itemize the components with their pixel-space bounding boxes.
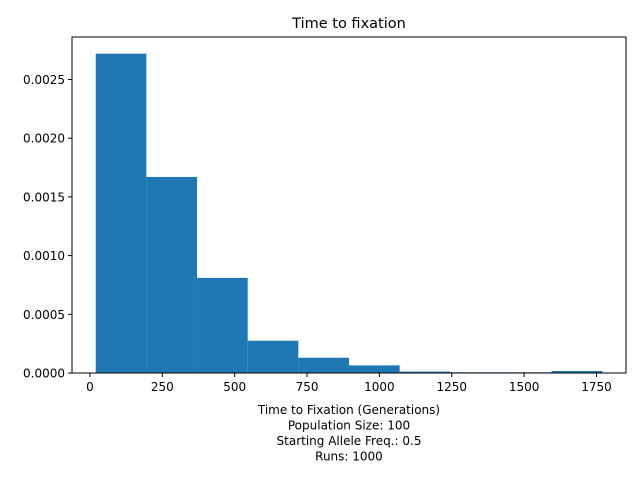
bars-group: [95, 53, 603, 373]
x-axis-label: Time to Fixation (Generations) Population…: [257, 403, 440, 464]
y-tick-label: 0.0020: [23, 132, 65, 146]
histogram-bar: [247, 340, 299, 373]
x-ticks: 0 250 500 750 1000 1250 1500 1750: [86, 373, 612, 394]
x-tick-label: 0: [86, 380, 94, 394]
x-tick-label: 1250: [436, 380, 467, 394]
x-axis-label-line: Runs: 1000: [315, 450, 383, 464]
y-ticks: 0.0000 0.0005 0.0010 0.0015 0.0020 0.0025: [23, 73, 72, 381]
x-tick-label: 750: [296, 380, 319, 394]
histogram-bar: [349, 365, 400, 373]
y-tick-label: 0.0015: [23, 190, 65, 204]
x-axis-label-line: Time to Fixation (Generations): [257, 403, 440, 417]
chart-title: Time to fixation: [291, 16, 406, 32]
y-tick-label: 0.0005: [23, 308, 65, 322]
histogram-bar: [551, 371, 603, 373]
histogram-bar: [146, 176, 198, 373]
x-axis-label-line: Population Size: 100: [288, 419, 410, 433]
y-tick-label: 0.0025: [23, 73, 65, 87]
histogram-bar: [197, 277, 248, 373]
x-tick-label: 250: [151, 380, 174, 394]
x-axis-label-line: Starting Allele Freq.: 0.5: [277, 434, 422, 448]
plot-frame: [71, 36, 627, 374]
x-tick-label: 1750: [581, 380, 612, 394]
x-tick-label: 1500: [509, 380, 540, 394]
y-tick-label: 0.0010: [23, 249, 65, 263]
y-tick-label: 0.0000: [23, 367, 65, 381]
x-tick-label: 500: [223, 380, 246, 394]
histogram-bar: [95, 53, 147, 373]
histogram-bar: [298, 357, 349, 373]
histogram-bar: [399, 371, 451, 373]
x-tick-label: 1000: [364, 380, 395, 394]
